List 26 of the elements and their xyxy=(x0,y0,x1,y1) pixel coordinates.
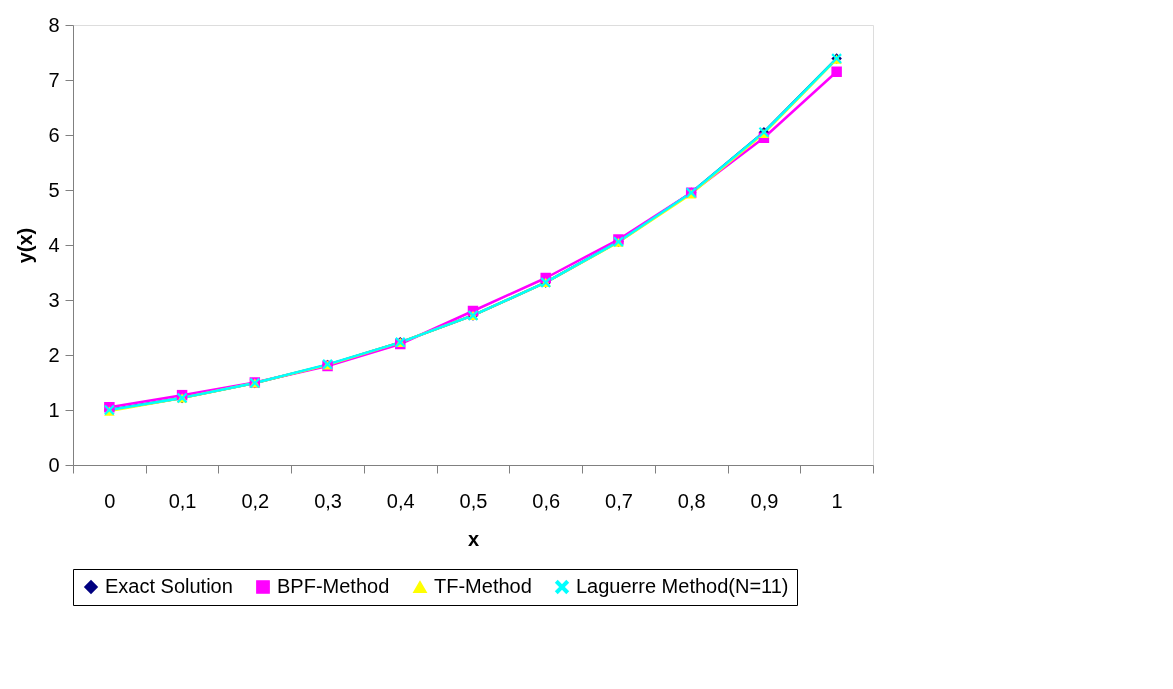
y-tick-label: 1 xyxy=(48,398,60,421)
y-axis-title: y(x) xyxy=(14,227,37,264)
x-tick-label: 0,7 xyxy=(605,489,633,512)
x-tick-label: 0,1 xyxy=(168,489,197,512)
x-tick-label: 0,6 xyxy=(532,489,561,512)
y-tick-label: 8 xyxy=(48,13,60,36)
y-tick-label: 7 xyxy=(48,68,60,91)
x-axis-title: x xyxy=(467,527,480,550)
x-tick-label: 0,8 xyxy=(677,489,706,512)
y-tick-label: 3 xyxy=(48,288,60,311)
legend-label: BPF-Method xyxy=(277,575,390,597)
x-tick-label: 0,4 xyxy=(386,489,415,512)
legend-label: Exact Solution xyxy=(105,575,233,597)
y-tick-label: 5 xyxy=(48,178,60,201)
x-tick-label: 0,5 xyxy=(459,489,488,512)
x-tick-label: 0 xyxy=(104,489,116,512)
x-tick-label: 1 xyxy=(831,489,843,512)
x-tick-label: 0,3 xyxy=(314,489,342,512)
y-tick-label: 4 xyxy=(48,233,60,256)
y-tick-label: 6 xyxy=(48,123,60,146)
y-tick-label: 0 xyxy=(48,453,60,476)
x-tick-label: 0,9 xyxy=(750,489,779,512)
x-tick-label: 0,2 xyxy=(241,489,270,512)
y-tick-label: 2 xyxy=(48,343,60,366)
legend-label: Laguerre Method(N=11) xyxy=(576,575,789,597)
legend-label: TF-Method xyxy=(434,575,532,597)
